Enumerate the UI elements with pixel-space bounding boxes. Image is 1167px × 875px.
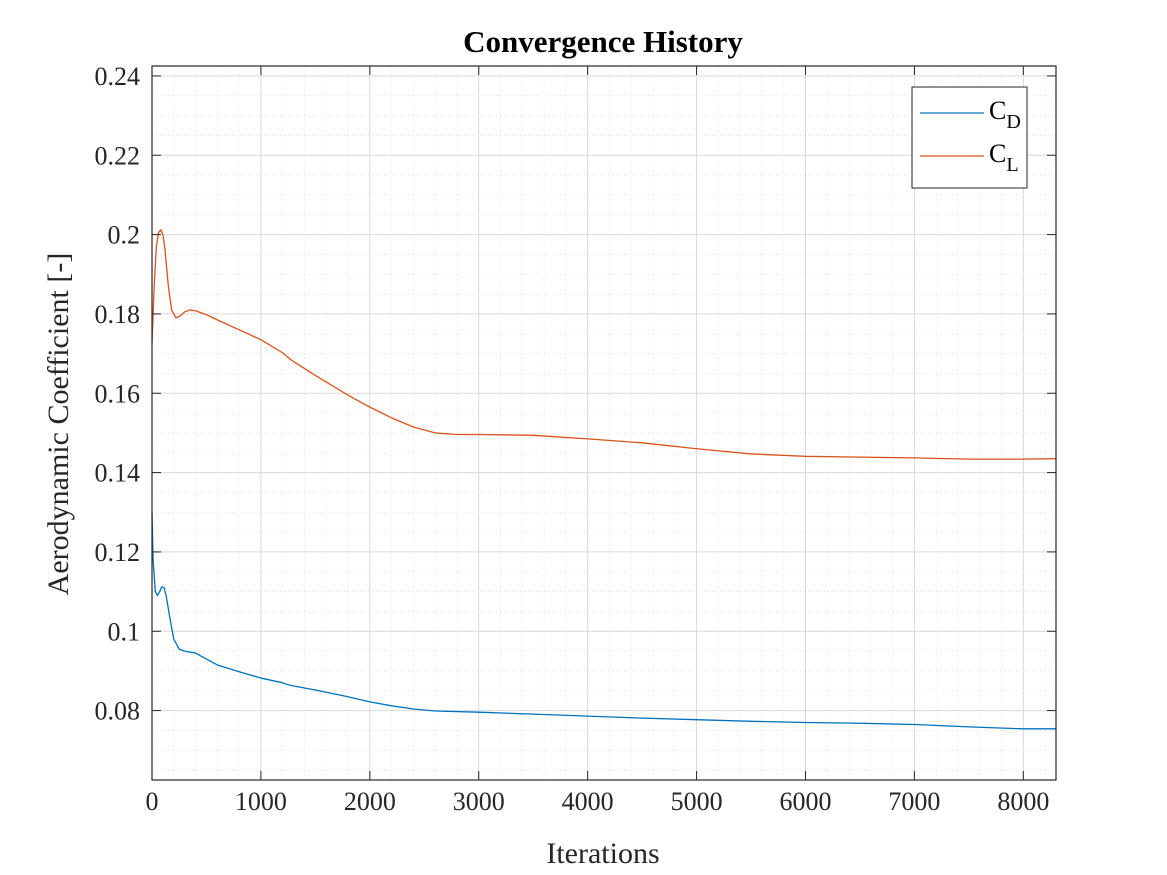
x-tick-label: 6000: [779, 787, 831, 816]
x-tick-label: 4000: [562, 787, 614, 816]
x-tick-label: 8000: [997, 787, 1049, 816]
y-tick-label: 0.1: [108, 617, 141, 646]
x-tick-label: 3000: [453, 787, 505, 816]
y-tick-label: 0.14: [95, 459, 141, 488]
x-tick-label: 1000: [235, 787, 287, 816]
x-tick-label: 0: [146, 787, 159, 816]
series-line-l: [151, 229, 1057, 460]
y-axis-label: Aerodynamic Coefficient [-]: [42, 253, 75, 596]
x-tick-labels: 0 1000 2000 3000 4000 5000 6000 7000 8000: [146, 787, 1050, 816]
y-tick-labels: 0.08 0.1 0.12 0.14 0.16 0.18 0.2 0.22 0.24: [95, 62, 141, 726]
x-axis-label: Iterations: [546, 837, 659, 870]
series-layer: [151, 229, 1057, 730]
y-tick-label: 0.16: [95, 379, 141, 408]
legend-label-subscript: D: [1006, 111, 1020, 133]
minor-grid: [152, 66, 1056, 780]
plot-area-border: [151, 65, 1057, 781]
x-tick-label: 5000: [671, 787, 723, 816]
y-tick-label: 0.12: [95, 538, 141, 567]
y-tick-label: 0.24: [95, 62, 141, 91]
y-tick-label: 0.08: [95, 697, 141, 726]
legend-label-subscript: L: [1006, 154, 1018, 176]
x-tick-label: 7000: [888, 787, 940, 816]
chart-title: Convergence History: [463, 24, 743, 59]
y-tick-label: 0.18: [95, 300, 141, 329]
legend-box: [911, 86, 1028, 189]
y-tick-label: 0.2: [108, 221, 141, 250]
x-tick-label: 2000: [344, 787, 396, 816]
y-tick-label: 0.22: [95, 141, 141, 170]
series-line-d: [151, 512, 1056, 730]
ticks: [151, 66, 1056, 780]
